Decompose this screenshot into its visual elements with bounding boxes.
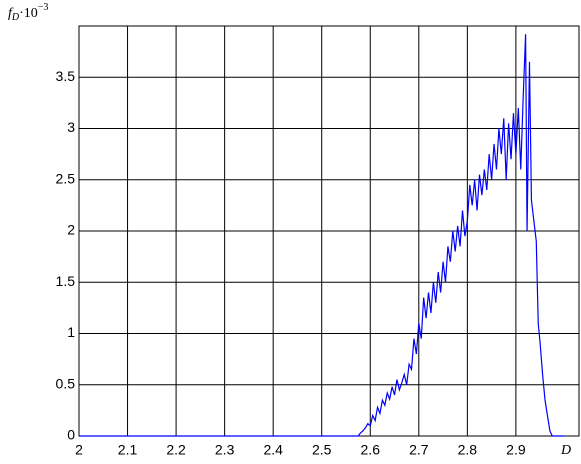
y-subscript: D [11,12,20,23]
y-tick-label: 3 [67,119,75,135]
x-tick-label: 2.8 [458,442,478,458]
y-factor: ·10 [19,6,38,21]
x-tick-label: 2.2 [166,442,186,458]
x-tick-label: 2.4 [263,442,283,458]
x-tick-label: 2.9 [506,442,526,458]
data-line [79,34,565,437]
y-tick-label: 2 [67,222,75,238]
y-exponent: −3 [38,2,49,13]
x-tick-label: 2.5 [312,442,332,458]
y-tick-label: 1.5 [56,273,76,289]
x-axis-label: D [560,443,571,458]
y-symbol: f [8,6,14,21]
y-tick-label: 1 [67,324,75,340]
y-tick-label: 3.5 [56,68,76,84]
x-tick-label: 2.7 [409,442,429,458]
x-tick-label: 2.6 [361,442,381,458]
y-tick-label: 2.5 [56,170,76,186]
y-axis-label: fD·10−3 [8,2,48,23]
y-tick-label: 0 [67,427,75,443]
x-tick-label: 2.1 [118,442,138,458]
x-tick-label: 2 [75,442,83,458]
y-tick-label: 0.5 [56,375,76,391]
x-tick-label: 2.3 [215,442,235,458]
